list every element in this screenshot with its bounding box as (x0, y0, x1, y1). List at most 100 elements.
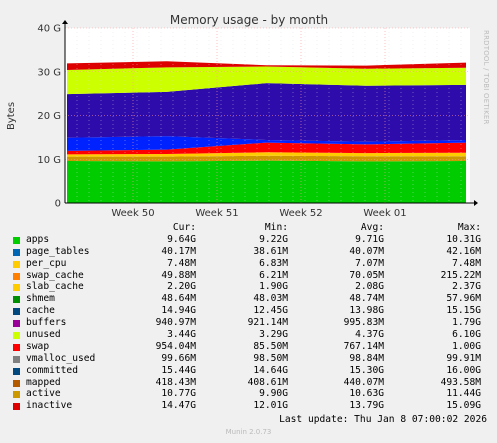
legend-label: buffers (26, 317, 67, 329)
legend-cur: 15.44G (161, 364, 196, 376)
legend-row-mapped: mapped 418.43M 408.61M 440.07M 493.58M (10, 377, 487, 389)
legend-min: 9.22G (259, 233, 288, 245)
legend-cur: 14.47G (161, 400, 196, 412)
legend-avg: 98.84M (349, 352, 384, 364)
legend-avg: 13.98G (349, 305, 384, 317)
legend-label: swap_cache (26, 269, 84, 281)
legend-max: 6.10G (452, 329, 481, 341)
legend-max: 15.15G (446, 305, 481, 317)
legend-label: shmem (26, 293, 55, 305)
y-tick-label: 10 G (37, 155, 61, 166)
stacked-areas (67, 61, 466, 203)
legend-cur: 48.64M (161, 293, 196, 305)
legend-min: 12.45G (253, 305, 288, 317)
area-inactive (67, 61, 466, 70)
x-tick-label: Week 50 (111, 208, 154, 219)
legend-cur: 40.17M (161, 245, 196, 257)
legend-row-page-tables: page_tables 40.17M 38.61M 40.07M 42.16M (10, 246, 487, 258)
legend-min: 6.21M (259, 269, 288, 281)
legend-max: 1.00G (452, 340, 481, 352)
legend-swatch (13, 367, 20, 375)
legend-row-unused: unused 3.44G 3.29G 4.37G 6.10G (10, 329, 487, 341)
legend-swatch (13, 308, 20, 316)
legend-min: 921.14M (247, 317, 288, 329)
header-min: Min: (264, 222, 288, 233)
legend-max: 215.22M (440, 269, 481, 281)
legend-label: cache (26, 305, 55, 317)
legend-avg: 767.14M (343, 340, 384, 352)
legend-min: 98.50M (253, 352, 288, 364)
legend-row-cache: cache 14.94G 12.45G 13.98G 15.15G (10, 305, 487, 317)
legend-avg: 7.07M (355, 257, 384, 269)
legend-avg: 440.07M (343, 376, 384, 388)
y-tick-label: 0 (55, 199, 61, 210)
legend-row-swap: swap 954.04M 85.50M 767.14M 1.00G (10, 341, 487, 353)
legend-avg: 48.74M (349, 293, 384, 305)
legend-cur: 7.48M (167, 257, 196, 269)
legend-avg: 4.37G (355, 329, 384, 341)
legend-swatch (13, 260, 20, 268)
legend-max: 1.79G (452, 317, 481, 329)
header-cur: Cur: (172, 222, 196, 233)
legend-cur: 49.88M (161, 269, 196, 281)
legend-swatch (13, 272, 20, 280)
legend-row-shmem: shmem 48.64M 48.03M 48.74M 57.96M (10, 293, 487, 305)
legend-label: mapped (26, 376, 61, 388)
legend-swatch (13, 403, 20, 411)
legend-label: unused (26, 329, 61, 341)
legend-swatch (13, 379, 20, 387)
legend-row-apps: apps 9.64G 9.22G 9.71G 10.31G (10, 234, 487, 246)
y-tick-labels: 0 10 G 20 G 30 G 40 G (37, 24, 61, 210)
legend-avg: 10.63G (349, 388, 384, 400)
legend-cur: 418.43M (155, 376, 196, 388)
legend-max: 10.31G (446, 233, 481, 245)
legend-min: 408.61M (247, 376, 288, 388)
legend-row-inactive: inactive 14.47G 12.01G 13.79G 15.09G (10, 400, 487, 412)
legend-max: 7.48M (452, 257, 481, 269)
y-tick-label: 40 G (37, 24, 61, 35)
legend-row-vmalloc-used: vmalloc_used 99.66M 98.50M 98.84M 99.91M (10, 353, 487, 365)
legend-min: 12.01G (253, 400, 288, 412)
header-max: Max: (457, 222, 481, 233)
area-active (67, 155, 466, 162)
area-slab-cache (67, 152, 466, 157)
area-buffers (67, 83, 466, 142)
legend-label: slab_cache (26, 281, 84, 293)
chart-title: Memory usage - by month (170, 13, 328, 27)
header-avg: Avg: (360, 222, 384, 233)
legend-label: vmalloc_used (26, 352, 96, 364)
y-tick-label: 20 G (37, 111, 61, 122)
legend-swatch (13, 236, 20, 244)
legend-cur: 10.77G (161, 388, 196, 400)
legend-max: 99.91M (446, 352, 481, 364)
legend-label: committed (26, 364, 78, 376)
legend-header: Cur: Min: Avg: Max: (10, 222, 487, 234)
legend-max: 11.44G (446, 388, 481, 400)
legend-max: 57.96M (446, 293, 481, 305)
area-apps (67, 160, 466, 203)
x-tick-label: Week 51 (195, 208, 238, 219)
y-axis-label: Bytes (6, 102, 17, 130)
legend-max: 493.58M (440, 376, 481, 388)
legend-row-buffers: buffers 940.97M 921.14M 995.83M 1.79G (10, 317, 487, 329)
legend-swatch (13, 284, 20, 292)
legend-cur: 2.20G (167, 281, 196, 293)
legend-cur: 954.04M (155, 340, 196, 352)
legend-label: apps (26, 233, 50, 245)
side-label: RRDTOOL / TOBI OETIKER (482, 30, 490, 125)
y-tick-label: 30 G (37, 67, 61, 78)
legend-avg: 40.07M (349, 245, 384, 257)
legend-avg: 15.30G (349, 364, 384, 376)
x-tick-labels: Week 50 Week 51 Week 52 Week 01 (111, 208, 406, 219)
x-axis-arrow-icon (474, 200, 478, 206)
legend-label: page_tables (26, 245, 90, 257)
legend-min: 14.64G (253, 364, 288, 376)
legend-min: 9.90G (259, 388, 288, 400)
legend-row-per-cpu: per_cpu 7.48M 6.83M 7.07M 7.48M (10, 258, 487, 270)
legend-max: 15.09G (446, 400, 481, 412)
area-unused (67, 66, 466, 95)
legend-label: per_cpu (26, 257, 67, 269)
legend-swatch (13, 343, 20, 351)
legend-min: 1.90G (259, 281, 288, 293)
legend-swatch (13, 248, 20, 256)
